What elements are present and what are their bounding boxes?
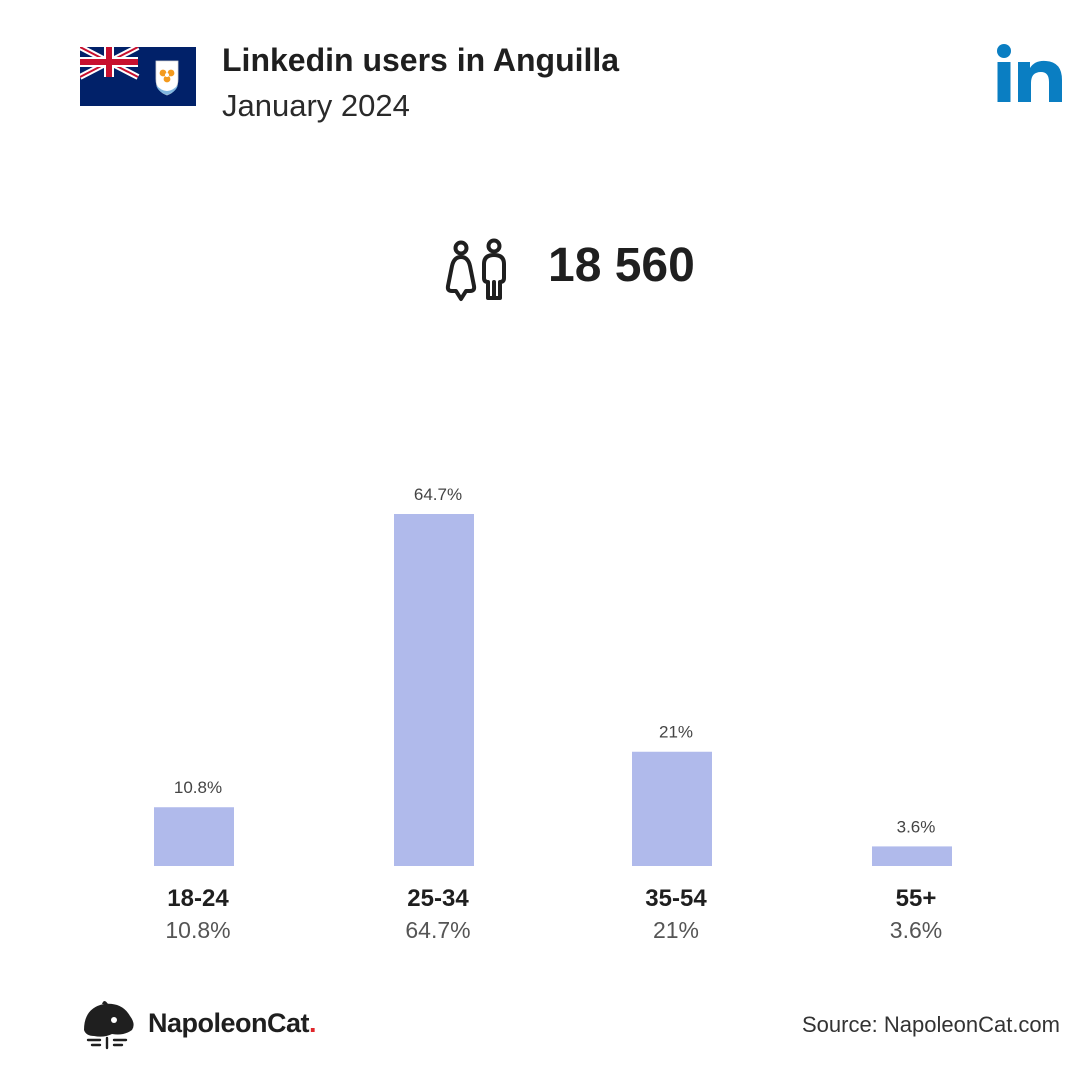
footer-brand-name: NapoleonCat. xyxy=(148,1008,317,1038)
category-label: 18-24 xyxy=(167,885,229,912)
page-subtitle: January 2024 xyxy=(222,88,410,123)
category-percent-label: 10.8% xyxy=(165,917,230,943)
bar-25-34 xyxy=(394,514,474,866)
source-text: Source: NapoleonCat.com xyxy=(801,1012,1060,1037)
category-label: 35-54 xyxy=(645,885,707,912)
category-percent-label: 21% xyxy=(653,917,699,943)
napoleoncat-logo-icon xyxy=(84,1001,134,1050)
bar-18-24 xyxy=(154,807,234,866)
bar-value-label: 64.7% xyxy=(414,485,462,504)
bar-55+ xyxy=(872,846,952,866)
category-label: 55+ xyxy=(896,885,937,912)
anguilla-flag-icon xyxy=(80,47,196,106)
users-icon xyxy=(445,238,506,301)
bar-35-54 xyxy=(632,751,712,866)
bar-value-label: 10.8% xyxy=(174,778,222,797)
bar-value-label: 21% xyxy=(659,723,693,742)
category-label: 25-34 xyxy=(407,885,469,912)
linkedin-logo-icon xyxy=(997,44,1062,102)
category-percent-label: 3.6% xyxy=(890,917,942,943)
total-users-value: 18 560 xyxy=(548,239,695,292)
page-title: Linkedin users in Anguilla xyxy=(222,42,620,78)
category-percent-label: 64.7% xyxy=(405,917,470,943)
bar-value-label: 3.6% xyxy=(897,817,936,836)
